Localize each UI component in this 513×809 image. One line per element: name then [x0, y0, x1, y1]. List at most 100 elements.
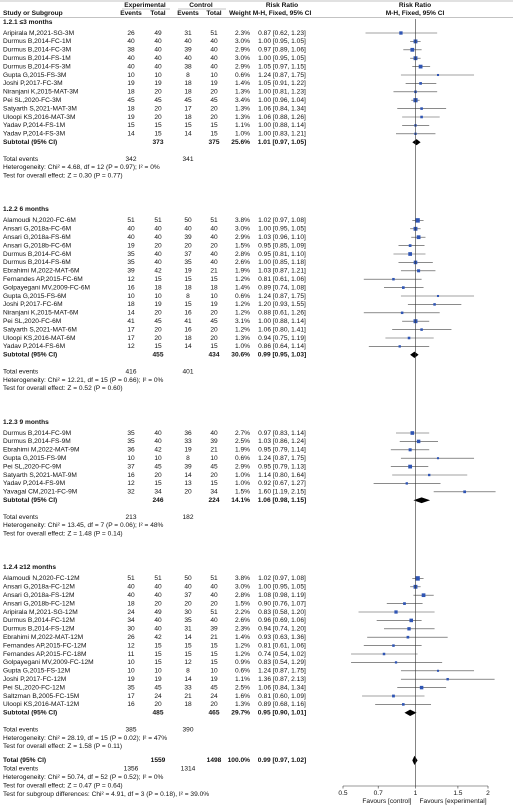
study-square [407, 336, 411, 340]
ratio-ci: 0.92 [0.67, 1.27] [258, 480, 306, 487]
weight: 2.8% [235, 592, 250, 599]
ctl-total: 40 [210, 38, 218, 45]
exp-events-total: 1356 [124, 766, 139, 773]
ctl-events: 39 [184, 234, 192, 241]
study-square [436, 73, 440, 77]
study-square [392, 277, 395, 281]
exp-total: 40 [154, 38, 162, 45]
weight: 1.0% [235, 343, 250, 350]
weight: 1.2% [235, 310, 250, 317]
exp-events: 19 [127, 114, 135, 121]
ratio-ci: 1.00 [0.96, 1.04] [258, 97, 306, 104]
exp-total: 15 [154, 276, 162, 283]
ctl-events: 38 [184, 63, 192, 70]
ratio-ci: 1.02 [0.97, 1.08] [258, 217, 306, 224]
ratio-ci: 1.00 [0.83, 1.21] [258, 131, 306, 138]
ctl-events: 37 [184, 251, 192, 258]
ratio-header: Risk Ratio [266, 2, 298, 9]
x-tick-label: 1.5 [453, 790, 462, 797]
ctl-total: 20 [210, 114, 218, 121]
study-square [400, 311, 404, 315]
ratio-ci: 1.60 [1.19, 2.15] [258, 489, 306, 496]
exp-events: 39 [127, 268, 135, 275]
exp-total: 20 [154, 114, 162, 121]
ctl-total: 20 [210, 326, 218, 333]
weight: 3.0% [235, 55, 250, 62]
exp-events: 10 [127, 455, 135, 462]
summary-label: Subtotal (95% CI) [3, 710, 57, 717]
exp-total: 40 [154, 626, 162, 633]
exp-events: 26 [127, 634, 135, 641]
ratio-ci: 1.00 [0.88, 1.14] [258, 318, 306, 325]
weight: 30.6% [231, 352, 250, 359]
study-name: Gupta G,2015-FS-3M [3, 72, 66, 79]
ctl-total: 434 [208, 352, 219, 359]
study-square [415, 576, 420, 581]
weight: 3.1% [235, 318, 250, 325]
exp-total: 10 [154, 455, 162, 462]
weight: 2.9% [235, 63, 250, 70]
study-name: Fernandes AP,2015-FC-12M [3, 642, 86, 649]
ratio-ci: 1.01 [0.97, 1.05] [258, 139, 306, 146]
x-tick-label: 0.7 [374, 790, 383, 797]
events-header: Events [120, 10, 142, 17]
ctl-total: 51 [210, 575, 218, 582]
weight: 1.2% [235, 326, 250, 333]
ctl-events: 14 [184, 634, 192, 641]
weight: 2.3% [235, 30, 250, 37]
ctl-events: 37 [184, 592, 192, 599]
exp-events: 30 [127, 626, 135, 633]
exp-total: 40 [154, 234, 162, 241]
study-name: Ansari G,2018a-FS-6M [3, 234, 71, 241]
ctl-events: 15 [184, 301, 192, 308]
study-square [408, 464, 413, 469]
ctl-events: 50 [184, 217, 192, 224]
exp-events: 12 [127, 276, 135, 283]
ctl-events: 18 [184, 701, 192, 708]
exp-events: 18 [127, 89, 135, 96]
study-name: Fernandes AP,2015-FC-18M [3, 651, 86, 658]
study-name: Joshi P,2017-FC-3M [3, 80, 63, 87]
study-square [419, 685, 424, 690]
ratio-ci: 0.95 [0.81, 1.10] [258, 251, 306, 258]
ctl-events: 13 [184, 480, 192, 487]
ratio-ci: 1.03 [0.96, 1.10] [258, 234, 306, 241]
exp-total: 49 [154, 609, 162, 616]
exp-total: 455 [152, 352, 163, 359]
study-name: Yavagal CM,2021-FC-9M [3, 489, 77, 496]
exp-events: 12 [127, 343, 135, 350]
ratio-ci: 0.88 [0.61, 1.26] [258, 310, 306, 317]
exp-total: 19 [154, 80, 162, 87]
heterogeneity: Heterogeneity: Chi² = 50.74, df = 52 (P … [3, 774, 164, 781]
ctl-total: 10 [210, 72, 218, 79]
exp-total: 34 [154, 489, 162, 496]
ctl-total: 15 [210, 642, 218, 649]
weight: 2.9% [235, 47, 250, 54]
study-square [420, 115, 423, 119]
ctl-events: 40 [184, 584, 192, 591]
exp-total: 19 [154, 676, 162, 683]
study-name: Durmus B,2014-FS-1M [3, 55, 71, 62]
study-square [419, 82, 422, 85]
heterogeneity: Heterogeneity: Chi² = 12.21, df = 15 (P … [3, 377, 164, 384]
exp-total: 15 [154, 122, 162, 129]
study-square [436, 457, 440, 460]
ctl-events: 8 [186, 293, 190, 300]
ratio-ci: 1.00 [0.95, 1.05] [258, 226, 306, 233]
ctl-total: 39 [210, 438, 218, 445]
exp-total: 15 [154, 480, 162, 487]
ctl-total: 40 [210, 430, 218, 437]
exp-events: 35 [127, 430, 135, 437]
weight: 1.2% [235, 642, 250, 649]
weight: 2.7% [235, 430, 250, 437]
study-name: Aripirala M,2021-SG-12M [3, 609, 78, 616]
group-title: 1.2.4 ≥12 months [3, 564, 56, 571]
study-name: Ansari G,2018b-FC-12M [3, 600, 75, 607]
ctl-events: 15 [184, 122, 192, 129]
study-name: Durmus B,2014-FC-9M [3, 430, 71, 437]
ctl-events-total: 1314 [181, 766, 196, 773]
ctl-total: 1498 [207, 757, 222, 764]
study-square [402, 703, 405, 706]
